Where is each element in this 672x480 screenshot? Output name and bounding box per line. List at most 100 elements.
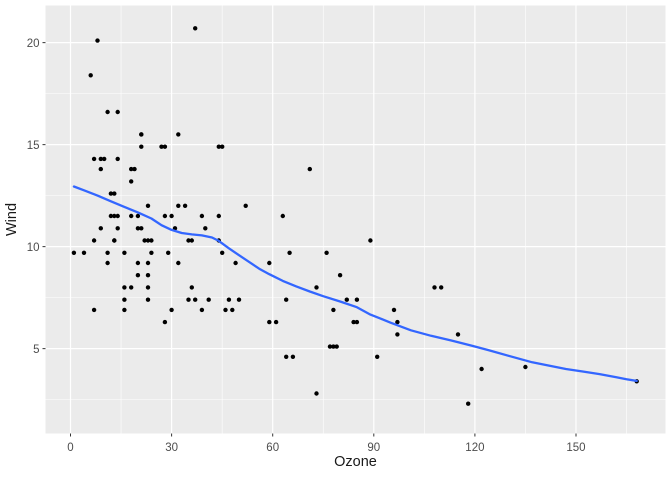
x-tick-label: 0 (67, 442, 73, 454)
data-point (135, 273, 141, 278)
y-tick-label: 10 (27, 242, 40, 254)
plot-panel-group: 0 30 60 90 120 150 5 10 15 20 (27, 5, 666, 454)
data-point (115, 156, 120, 162)
data-point (220, 144, 225, 149)
x-tick-label: 60 (266, 442, 279, 454)
data-point (129, 166, 134, 172)
data-point (162, 213, 168, 219)
data-point (145, 273, 151, 278)
data-point (145, 260, 151, 266)
data-point (135, 226, 141, 231)
data-point (162, 319, 168, 325)
data-point (132, 166, 137, 172)
data-point (223, 307, 228, 313)
data-point (145, 203, 151, 208)
data-point (273, 319, 279, 325)
data-point (193, 297, 198, 302)
data-point (230, 307, 235, 313)
data-point (108, 213, 114, 219)
data-point (199, 307, 205, 313)
data-point (95, 38, 100, 43)
data-point (466, 401, 471, 406)
y-tick-label: 5 (33, 344, 39, 356)
data-point (368, 238, 373, 243)
data-point (395, 332, 400, 337)
data-point (145, 297, 151, 302)
x-tick-label: 120 (465, 442, 484, 454)
data-point (439, 285, 444, 290)
data-point (216, 213, 221, 219)
data-point (375, 354, 380, 359)
data-point (129, 213, 134, 219)
data-point (186, 297, 191, 302)
data-point (105, 109, 110, 115)
data-point (149, 250, 154, 255)
x-tick-label: 90 (367, 442, 380, 454)
data-point (71, 250, 77, 255)
x-axis-title: Ozone (334, 454, 377, 470)
y-axis-title: Wind (4, 203, 20, 236)
data-point (172, 226, 178, 231)
data-point (88, 73, 93, 78)
plot-panel (45, 5, 666, 434)
data-point (129, 179, 134, 184)
data-point (395, 319, 400, 325)
data-point (233, 260, 238, 266)
data-point (115, 226, 120, 231)
data-point (307, 166, 312, 172)
data-point (112, 191, 117, 196)
data-point (206, 297, 211, 302)
data-point (112, 238, 117, 243)
data-point (102, 156, 107, 162)
data-point (189, 285, 194, 290)
data-point (105, 260, 110, 266)
data-point (135, 260, 141, 266)
data-point (115, 213, 120, 219)
data-point (193, 26, 198, 31)
data-point (523, 364, 528, 370)
data-point (284, 354, 289, 359)
data-point (391, 307, 397, 313)
data-point (199, 213, 205, 219)
data-point (280, 213, 285, 219)
data-point (267, 260, 272, 266)
data-point (122, 297, 127, 302)
data-point (216, 144, 221, 149)
data-point (186, 238, 191, 243)
data-point (145, 285, 151, 290)
data-point (159, 144, 164, 149)
data-point (112, 213, 117, 219)
data-point (139, 132, 144, 137)
data-point (243, 203, 248, 208)
data-point (284, 297, 289, 302)
data-point (139, 226, 144, 231)
data-point (314, 391, 319, 396)
data-point (334, 344, 339, 349)
data-point (169, 307, 174, 313)
x-tick-label: 30 (165, 442, 178, 454)
data-point (145, 238, 151, 243)
data-point (98, 226, 104, 231)
y-tick-label: 15 (27, 140, 40, 152)
data-point (267, 319, 272, 325)
data-point (327, 344, 333, 349)
data-point (176, 260, 181, 266)
data-point (455, 332, 461, 337)
data-point (226, 297, 232, 302)
data-point (354, 297, 360, 302)
data-point (479, 366, 484, 372)
data-point (182, 203, 188, 208)
data-point (149, 238, 154, 243)
data-point (122, 307, 127, 313)
data-point (344, 297, 349, 302)
smooth-line (72, 185, 638, 383)
data-point (169, 213, 174, 219)
data-point (98, 156, 104, 162)
data-point (220, 250, 225, 255)
y-tick-label: 20 (27, 38, 40, 50)
data-point (331, 344, 336, 349)
data-point (122, 285, 127, 290)
data-point (81, 250, 87, 255)
data-point (324, 250, 329, 255)
